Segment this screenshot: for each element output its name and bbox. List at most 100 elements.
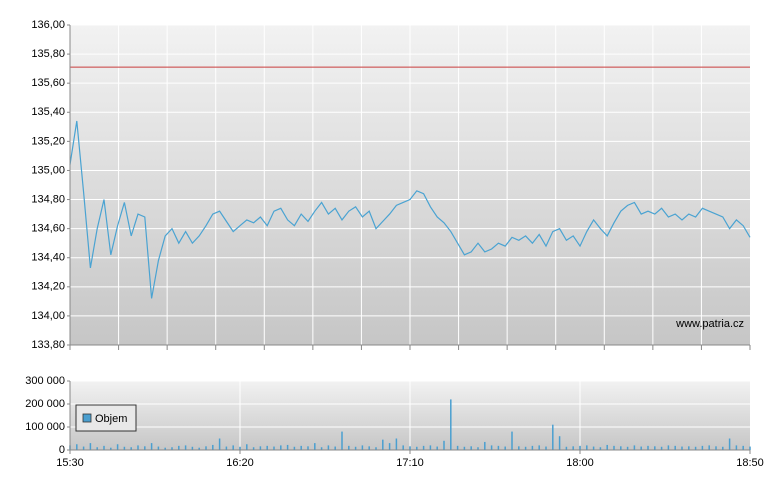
y-tick-label: 134,40	[31, 252, 65, 264]
volume-bar	[640, 446, 642, 450]
volume-bar	[368, 446, 370, 450]
x-tick-label: 18:50	[736, 457, 764, 469]
volume-bar	[708, 445, 710, 450]
y-tick-label: 134,20	[31, 281, 65, 293]
volume-bar	[388, 443, 391, 450]
volume-bar	[613, 445, 615, 450]
volume-bar	[620, 446, 622, 450]
volume-bar	[273, 446, 275, 450]
volume-bar	[470, 446, 472, 450]
volume-bar	[722, 446, 724, 450]
volume-bar	[572, 446, 574, 450]
volume-bar	[178, 445, 180, 450]
watermark: www.patria.cz	[675, 318, 744, 330]
volume-bar	[341, 431, 343, 450]
volume-bar	[280, 445, 282, 450]
volume-bar	[307, 446, 309, 450]
volume-bar	[694, 446, 697, 450]
volume-bar	[422, 445, 425, 450]
volume-bar	[654, 446, 656, 450]
volume-bar	[565, 446, 568, 450]
volume-bar	[212, 444, 214, 450]
volume-bar	[205, 446, 207, 450]
volume-bar	[701, 445, 704, 450]
volume-bar	[402, 445, 404, 450]
volume-bar	[382, 439, 384, 450]
volume-bar	[531, 445, 534, 450]
y-tick-label: 136,00	[31, 19, 65, 31]
y-tick-label: 135,40	[31, 106, 65, 118]
volume-bar	[490, 445, 493, 450]
volume-bar	[579, 445, 581, 450]
volume-bar	[157, 446, 160, 450]
volume-bar	[144, 446, 146, 450]
volume-bar	[375, 447, 377, 450]
volume-bar	[518, 446, 520, 450]
volume-bar	[728, 438, 731, 450]
volume-bar	[429, 445, 432, 450]
volume-bar	[116, 444, 119, 450]
volume-bar	[409, 446, 411, 450]
volume-bar	[586, 445, 588, 450]
volume-bar	[361, 445, 364, 450]
y-tick-label: 134,00	[31, 310, 65, 322]
volume-bar	[742, 445, 744, 450]
price-line	[69, 120, 751, 299]
y-tick-label: 134,80	[31, 193, 65, 205]
volume-bar	[266, 445, 268, 450]
y-tick-label: 133,80	[31, 339, 65, 351]
volume-bar	[89, 443, 92, 450]
volume-bar	[123, 446, 126, 450]
volume-bar	[688, 446, 690, 450]
volume-bar	[463, 446, 466, 450]
volume-bar	[184, 445, 187, 450]
legend-label: Objem	[95, 413, 127, 425]
y-tick-label: 200 000	[25, 398, 65, 410]
volume-bar	[103, 445, 105, 450]
volume-bar	[110, 447, 112, 450]
volume-bar	[314, 443, 316, 450]
volume-bar	[626, 446, 629, 450]
volume-bar	[130, 447, 132, 450]
volume-bar	[633, 445, 636, 450]
volume-bar	[681, 446, 683, 450]
y-tick-label: 135,80	[31, 48, 65, 60]
volume-bar	[674, 445, 676, 450]
x-tick-label: 18:00	[566, 457, 594, 469]
volume-bar	[198, 447, 200, 450]
volume-bar	[667, 445, 670, 450]
volume-bar	[497, 445, 500, 450]
x-tick-label: 16:20	[226, 457, 254, 469]
volume-bar	[416, 446, 418, 450]
volume-bar	[232, 445, 234, 450]
volume-bar	[164, 447, 166, 450]
y-tick-label: 100 000	[25, 421, 65, 433]
volume-bar	[327, 445, 330, 450]
y-tick-label: 135,20	[31, 135, 65, 147]
volume-bar	[293, 446, 296, 450]
volume-bar	[334, 446, 336, 450]
volume-bar	[218, 438, 221, 450]
volume-bar	[558, 436, 561, 450]
x-tick-label: 17:10	[396, 457, 424, 469]
x-tick-label: 15:30	[56, 457, 84, 469]
volume-bar	[348, 445, 350, 450]
volume-bar	[504, 446, 506, 450]
volume-bar	[252, 447, 255, 450]
volume-bar	[436, 446, 438, 450]
volume-bar	[599, 447, 602, 450]
volume-bar	[456, 445, 459, 450]
volume-bar	[443, 440, 445, 450]
volume-bar	[239, 446, 241, 450]
volume-bar	[96, 447, 98, 450]
volume-bar	[259, 446, 262, 450]
volume-bar	[395, 438, 398, 450]
volume-bar	[82, 446, 85, 450]
volume-bar	[191, 446, 194, 450]
volume-bar	[286, 444, 289, 450]
volume-bar	[477, 447, 479, 450]
volume-bar	[749, 446, 751, 450]
volume-bar	[137, 445, 139, 450]
volume-bar	[606, 444, 608, 450]
